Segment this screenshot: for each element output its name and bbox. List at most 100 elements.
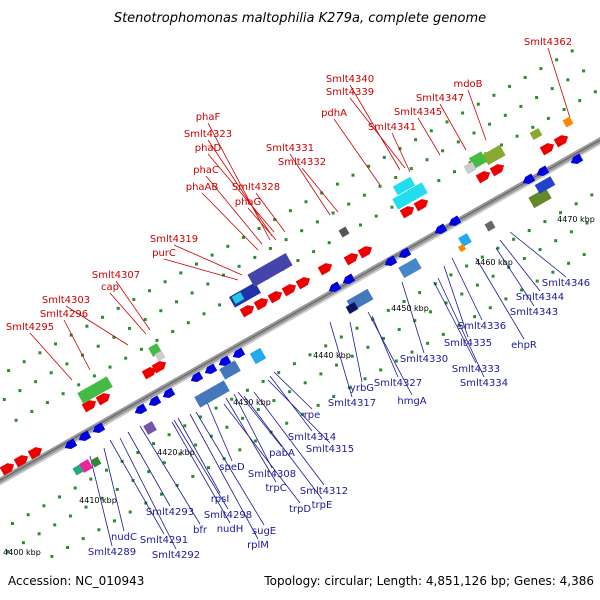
leader-line xyxy=(273,371,313,410)
scale-dot xyxy=(429,310,432,314)
leader-line xyxy=(329,321,353,398)
scale-dot xyxy=(504,297,508,301)
gene-label: trpD xyxy=(289,504,311,515)
gene-arrow xyxy=(134,403,148,414)
gene-label: Smlt4330 xyxy=(400,354,448,365)
scale-dot xyxy=(186,321,190,325)
scale-dot xyxy=(523,76,527,79)
gene-box xyxy=(219,360,241,380)
scale-dot xyxy=(147,470,151,474)
gene-box xyxy=(458,233,472,247)
scale-dot xyxy=(26,513,30,517)
scale-dot xyxy=(268,247,272,250)
gene-box xyxy=(562,116,574,128)
gene-label: Smlt4295 xyxy=(6,322,54,333)
scale-dot xyxy=(241,235,245,239)
scale-dot xyxy=(194,443,198,447)
gene-arrow xyxy=(162,387,176,398)
scale-dot xyxy=(238,448,242,452)
scale-label: 4460 kbp xyxy=(475,258,513,267)
scale-dot xyxy=(567,261,571,265)
scale-dot xyxy=(316,403,320,407)
scale-dot xyxy=(61,392,65,396)
scale-dot xyxy=(6,550,10,553)
gene-arrow xyxy=(413,199,429,212)
scale-dot xyxy=(97,528,101,532)
accession-text: Accession: NC_010943 xyxy=(8,574,144,588)
scale-dot xyxy=(73,486,77,490)
gene-label: Smlt4292 xyxy=(152,550,200,561)
scale-dot xyxy=(175,300,178,304)
scale-dot xyxy=(253,255,257,259)
scale-dot xyxy=(539,67,543,71)
gene-box xyxy=(338,226,350,238)
scale-dot xyxy=(335,182,339,186)
scale-dot xyxy=(30,410,34,413)
scale-dot xyxy=(574,202,578,206)
gene-box xyxy=(392,176,416,196)
scale-dot xyxy=(522,257,526,260)
gene-arrow xyxy=(267,291,283,304)
scale-dot xyxy=(492,93,496,97)
scale-dot xyxy=(304,200,308,204)
leader-line xyxy=(119,437,177,550)
scale-label: 4450 kbp xyxy=(391,304,429,313)
scale-dot xyxy=(11,522,14,525)
gene-box xyxy=(457,243,467,253)
scale-dot xyxy=(116,306,120,310)
leader-line xyxy=(139,425,201,525)
gene-label: Smlt4323 xyxy=(184,129,232,140)
scale-dot xyxy=(143,318,147,321)
scale-dot xyxy=(550,87,554,91)
scale-dot xyxy=(457,324,461,327)
scale-dot xyxy=(179,271,183,275)
scale-dot xyxy=(300,412,304,416)
gene-label: Smlt4289 xyxy=(88,547,136,558)
gene-arrow xyxy=(357,246,373,259)
scale-dot xyxy=(379,368,383,372)
scale-dot xyxy=(288,209,292,213)
gene-arrow xyxy=(190,371,204,382)
genome-stats-text: Topology: circular; Length: 4,851,126 bp… xyxy=(263,574,594,588)
gene-arrow xyxy=(204,363,218,374)
scale-dot xyxy=(202,312,206,316)
scale-dot xyxy=(136,451,140,454)
scale-dot xyxy=(257,227,261,230)
scale-dot xyxy=(128,326,131,330)
scale-dot xyxy=(42,504,46,508)
leader-line xyxy=(509,231,567,278)
leader-line xyxy=(475,257,525,340)
scale-dot xyxy=(319,372,323,376)
leader-line xyxy=(225,397,277,483)
leader-line xyxy=(289,153,331,216)
scale-dot xyxy=(2,398,6,401)
gene-label: Smlt4347 xyxy=(416,93,464,104)
leader-line xyxy=(349,97,406,169)
scale-dot xyxy=(350,354,354,358)
scale-dot xyxy=(34,380,38,384)
scale-dot xyxy=(390,205,394,209)
scale-dot xyxy=(460,292,464,296)
leader-line xyxy=(253,391,325,486)
gene-label: phaG xyxy=(235,197,262,208)
scale-dot xyxy=(303,381,307,385)
scale-label: 4470 kbp xyxy=(557,215,595,224)
scale-dot xyxy=(500,143,503,147)
scale-dot xyxy=(578,99,582,103)
gene-glyphs xyxy=(0,116,584,476)
scale-dot xyxy=(472,131,476,135)
scale-dot xyxy=(253,439,257,443)
gene-arrow xyxy=(570,153,584,164)
gene-label: phaF xyxy=(196,112,221,123)
gene-box xyxy=(247,253,293,287)
leader-line xyxy=(443,265,469,338)
gene-label: phaAB xyxy=(186,182,219,193)
scale-dot xyxy=(371,317,375,321)
gene-label: Smlt4293 xyxy=(146,507,194,518)
scale-dot xyxy=(49,371,53,375)
scale-dot xyxy=(441,149,445,153)
scale-dot xyxy=(425,158,429,162)
scale-dot xyxy=(226,244,230,248)
scale-dot xyxy=(195,262,198,266)
gene-label: Smlt4331 xyxy=(266,143,314,154)
